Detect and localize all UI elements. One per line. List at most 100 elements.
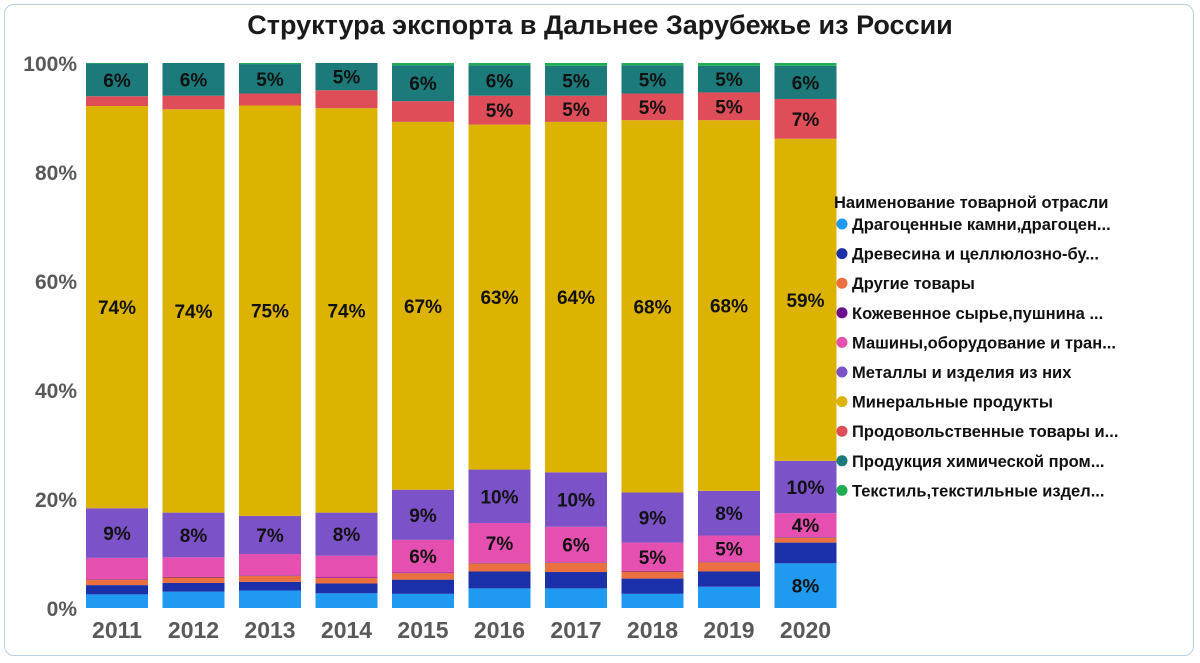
- bar-segment: [239, 575, 301, 582]
- legend-item: Металлы и изделия из них: [836, 364, 1072, 382]
- x-tick-label: 2012: [168, 617, 219, 643]
- bar-segment: [468, 124, 531, 470]
- data-label: 9%: [103, 524, 131, 545]
- x-tick-label: 2016: [474, 617, 525, 643]
- data-label: 5%: [256, 70, 284, 91]
- legend-item: Продукция химической пром...: [836, 453, 1105, 471]
- bar-segment: [621, 63, 684, 66]
- bar-segment: [698, 571, 760, 587]
- x-axis: 2011 2012 2013 2014 2015 2016 2017 2018 2019 2020: [92, 617, 831, 643]
- bar-segment: [774, 460, 837, 514]
- bar-segment: [86, 594, 148, 608]
- bar-segment: [315, 108, 378, 513]
- legend-label: Кожевенное сырье,пушнина ...: [852, 305, 1103, 323]
- x-tick-label: 2020: [780, 617, 831, 643]
- x-tick-label: 2018: [627, 617, 678, 643]
- bar-segment: [162, 63, 225, 96]
- bar-segment: [621, 492, 684, 543]
- bar-segment: [86, 585, 148, 595]
- legend-item: Текстиль,текстильные издел...: [836, 482, 1104, 500]
- bar-segment: [698, 65, 760, 93]
- bar-segment: [545, 588, 607, 608]
- data-label: 67%: [404, 297, 442, 318]
- legend-marker: [836, 336, 848, 348]
- legend-label: Продовольственные товары и...: [852, 423, 1118, 441]
- data-label: 4%: [792, 516, 820, 537]
- data-label: 5%: [715, 540, 743, 561]
- bar-segment: [239, 105, 301, 516]
- data-label: 74%: [174, 302, 212, 323]
- bar-segment: [621, 578, 684, 594]
- bar-segment: [162, 576, 225, 578]
- bar-segment: [392, 593, 454, 608]
- bar-segment: [774, 138, 837, 461]
- y-tick-label: 60%: [35, 271, 77, 294]
- bar-segment: [698, 535, 760, 562]
- bar-segment: [162, 109, 225, 513]
- data-label: 9%: [639, 509, 667, 530]
- bar-segment: [315, 577, 378, 579]
- data-label: 68%: [633, 297, 671, 318]
- data-label: 5%: [715, 97, 743, 118]
- bar-segment: [392, 65, 454, 102]
- bar-segment: [698, 562, 760, 572]
- bar-segment: [774, 537, 837, 543]
- data-label: 6%: [486, 71, 514, 92]
- x-tick-label: 2014: [321, 617, 372, 643]
- bar-segment: [239, 575, 301, 576]
- data-label: 5%: [562, 100, 590, 121]
- x-tick-label: 2017: [550, 617, 601, 643]
- x-tick-label: 2013: [244, 617, 295, 643]
- bar-segment: [468, 522, 531, 563]
- bar-segment: [392, 579, 454, 594]
- y-axis: 0% 20% 40% 60% 80% 100%: [23, 53, 77, 621]
- bar-segment: [545, 65, 607, 96]
- bar-segment: [86, 579, 148, 580]
- bar-segment: [545, 562, 607, 563]
- legend-label: Продукция химической пром...: [852, 453, 1105, 471]
- data-labels: 9% 74% 6% 8% 74% 6% 7% 75% 5% 8% 74% 5% 6% 9% 67% 6% 7% 1…: [98, 68, 825, 598]
- data-label: 7%: [792, 110, 820, 131]
- bar-segment: [774, 98, 837, 139]
- data-label: 6%: [409, 547, 437, 568]
- bar-segment: [468, 571, 531, 589]
- data-label: 6%: [180, 70, 208, 91]
- x-tick-label: 2015: [397, 617, 448, 643]
- bar-segment: [774, 65, 837, 99]
- bar-segment: [315, 583, 378, 594]
- data-label: 6%: [409, 74, 437, 95]
- legend-marker: [836, 307, 848, 319]
- bar-segment: [698, 586, 760, 608]
- bar-segment: [315, 593, 378, 608]
- bar-segment: [468, 563, 531, 572]
- legend-item: Кожевенное сырье,пушнина ...: [836, 305, 1103, 323]
- bar-segment: [392, 539, 454, 573]
- legend-item: Машины,оборудование и тран...: [836, 334, 1116, 352]
- bar-segment: [162, 582, 225, 592]
- data-label: 5%: [639, 548, 667, 569]
- bar-segment: [162, 512, 225, 558]
- x-tick-label: 2019: [703, 617, 754, 643]
- bar-segment: [545, 63, 607, 66]
- data-label: 74%: [98, 298, 136, 319]
- data-label: 63%: [480, 288, 518, 309]
- bar-segment: [698, 490, 760, 536]
- data-label: 5%: [639, 98, 667, 119]
- legend-marker: [836, 218, 848, 230]
- bar-segment: [392, 121, 454, 490]
- bar-segment: [468, 588, 531, 608]
- data-label: 8%: [715, 504, 743, 525]
- legend-marker: [836, 425, 848, 437]
- data-label: 7%: [486, 534, 514, 555]
- legend-label: Драгоценные камни,драгоцен...: [852, 216, 1111, 234]
- bar-segment: [392, 489, 454, 540]
- y-tick-label: 40%: [35, 380, 77, 403]
- legend-item: Древесина и целлюлозно-бу...: [836, 246, 1099, 264]
- y-tick-label: 80%: [35, 162, 77, 185]
- bar-segment: [621, 571, 684, 579]
- data-label: 8%: [792, 577, 820, 598]
- bar-segment: [239, 554, 301, 576]
- bar-segment: [621, 65, 684, 94]
- data-label: 8%: [333, 525, 361, 546]
- bar-segment: [621, 120, 684, 493]
